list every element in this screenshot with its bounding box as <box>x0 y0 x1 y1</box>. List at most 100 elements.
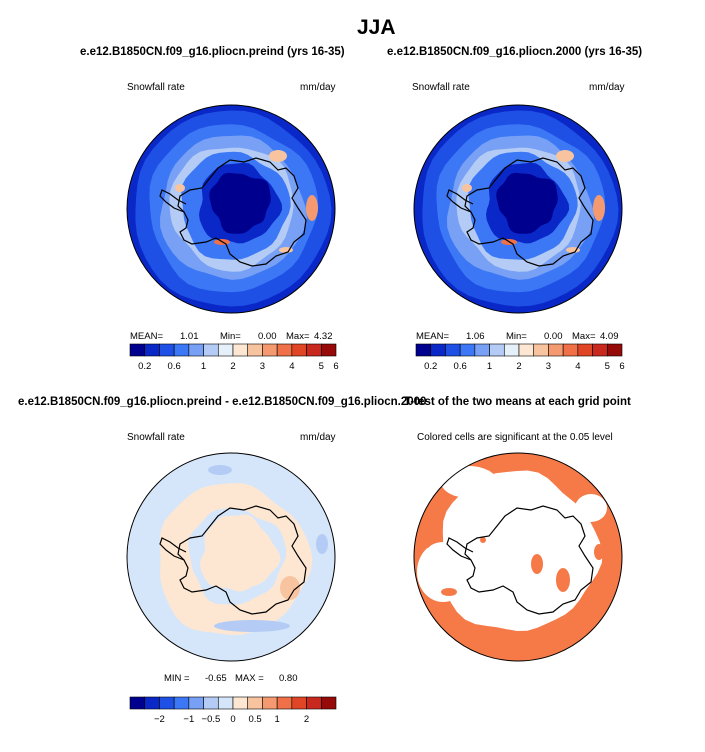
colorbar-swatch <box>188 696 204 710</box>
field-interior-3 <box>496 172 558 234</box>
panel1-max-label: Max= <box>286 331 310 342</box>
field-high-1 <box>269 150 287 162</box>
colorbar-tick-label: 1 <box>201 361 206 372</box>
map-border <box>126 452 336 662</box>
colorbar-swatch <box>430 343 446 357</box>
panel1-min-value: 0.00 <box>258 331 277 342</box>
panel3-max-label: MAX = <box>235 673 264 684</box>
field-negative-3 <box>208 465 232 475</box>
colorbar-tick-label: 4 <box>289 361 294 372</box>
sig-patch-4 <box>531 554 543 574</box>
peninsula-coastline <box>446 189 474 213</box>
colorbar-swatch <box>562 343 579 357</box>
sig-patch-5 <box>556 568 570 592</box>
field-negative-1 <box>214 620 290 632</box>
colorbar-tick-label: 0 <box>230 714 235 725</box>
colorbar-tick-label: 0.6 <box>454 361 467 372</box>
field-high-1 <box>556 150 574 162</box>
map-field <box>127 105 335 313</box>
panel2-title: e.e12.B1850CN.f09_g16.pliocn.2000 (yrs 1… <box>387 46 643 58</box>
colorbar-tick-label: 4 <box>575 361 580 372</box>
sig-gap-1 <box>417 542 469 602</box>
figure-title: JJA <box>357 16 396 39</box>
colorbar-swatch <box>173 696 190 710</box>
panel2-mean-value: 1.06 <box>466 331 485 342</box>
panel3-title: e.e12.B1850CN.f09_g16.pliocn.preind - e.… <box>18 396 427 408</box>
colorbar-swatch <box>445 343 461 357</box>
colorbar-tick-label: 1 <box>487 361 492 372</box>
colorbar-swatch <box>247 343 263 357</box>
panel1-mean-value: 1.01 <box>180 331 199 342</box>
panel2-colorbar: 0.2 0.6 1 2 3 4 5 6 <box>415 343 625 372</box>
panel1-min-label: Min= <box>220 331 241 342</box>
map-border <box>126 104 336 314</box>
colorbar-swatch <box>577 343 593 357</box>
field-interior-positive <box>199 514 281 592</box>
colorbar-swatch <box>503 343 520 357</box>
colorbar-swatch <box>144 343 160 357</box>
colorbar-tick-label: 5 <box>605 361 610 372</box>
colorbar-tick-label: −2 <box>154 714 165 725</box>
sig-ring <box>414 453 622 661</box>
coastline <box>177 157 307 267</box>
colorbar-swatch <box>306 343 322 357</box>
colorbar-swatch <box>533 343 549 357</box>
map-border <box>413 452 623 662</box>
panel2-min-value: 0.00 <box>544 331 563 342</box>
sig-gap-2 <box>441 466 497 498</box>
panel3-min-label: MIN = <box>164 673 190 684</box>
sig-patch-6 <box>594 544 604 560</box>
field-interior-3 <box>209 172 271 234</box>
colorbar-tick-label: 0.5 <box>248 714 261 725</box>
colorbar-swatch <box>291 696 307 710</box>
field-high-3 <box>175 184 185 192</box>
colorbar-tick-label: −0.5 <box>202 714 221 725</box>
field-high-3 <box>462 184 472 192</box>
peninsula-coastline <box>446 537 474 561</box>
colorbar-tick-label: 3 <box>260 361 265 372</box>
colorbar-tick-label: −1 <box>183 714 194 725</box>
field-negative-2 <box>316 534 328 554</box>
colorbar-swatch <box>203 696 219 710</box>
colorbar-swatch <box>320 696 337 710</box>
sig-patch-2 <box>441 588 457 596</box>
coastline <box>464 157 594 267</box>
colorbar-swatch <box>232 343 249 357</box>
panel2-units: mm/day <box>589 82 625 93</box>
colorbar-swatch <box>291 343 307 357</box>
colorbar-swatch <box>203 343 219 357</box>
panel2-min-label: Min= <box>506 331 527 342</box>
coastline <box>177 505 307 615</box>
panel1-max-value: 4.32 <box>314 331 333 342</box>
colorbar-swatch <box>217 696 234 710</box>
colorbar-tick-label: 2 <box>516 361 521 372</box>
colorbar-swatch <box>474 343 490 357</box>
sig-gap-3 <box>575 494 607 522</box>
colorbar-tick-label: 3 <box>546 361 551 372</box>
colorbar-swatch <box>320 343 337 357</box>
panel1-mean-label: MEAN= <box>130 331 163 342</box>
colorbar-swatch <box>415 343 432 357</box>
colorbar-tick-label: 6 <box>333 361 338 372</box>
colorbar-swatch <box>592 343 608 357</box>
panel2-variable: Snowfall rate <box>412 82 470 93</box>
panel2-mean-label: MEAN= <box>416 331 449 342</box>
colorbar-tick-label: 0.6 <box>168 361 181 372</box>
field-high-1 <box>280 576 300 600</box>
panel1-title: e.e12.B1850CN.f09_g16.pliocn.preind (yrs… <box>80 46 345 58</box>
colorbar-swatch <box>276 696 293 710</box>
colorbar-swatch <box>129 343 146 357</box>
colorbar-swatch <box>306 696 322 710</box>
colorbar-tick-label: 0.2 <box>138 361 151 372</box>
map-field <box>414 453 622 661</box>
panel3-min-value: -0.65 <box>205 673 227 684</box>
panel1-units: mm/day <box>300 82 336 93</box>
map-field <box>414 105 622 313</box>
panel1-map <box>126 104 336 314</box>
colorbar-swatch <box>459 343 476 357</box>
panel3-units: mm/day <box>300 432 336 443</box>
peninsula-coastline <box>159 537 187 561</box>
coastline <box>464 505 594 615</box>
colorbar-swatch <box>276 343 293 357</box>
